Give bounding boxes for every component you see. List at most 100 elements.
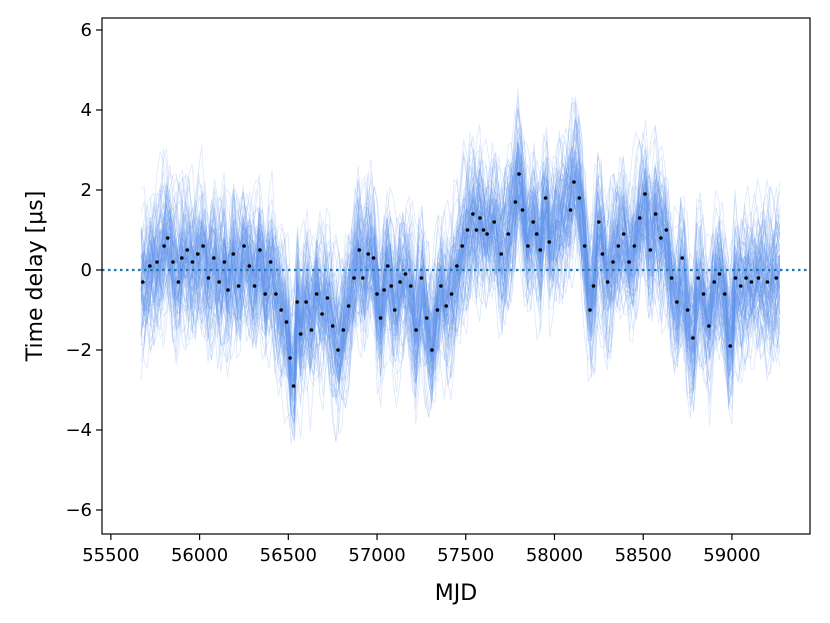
ensemble-line (140, 144, 781, 386)
data-point (366, 252, 371, 256)
data-point (577, 196, 582, 200)
x-tick-label: 55500 (82, 545, 139, 566)
ensemble-line (140, 134, 781, 376)
ensemble-line (140, 156, 781, 380)
data-point (398, 280, 402, 284)
data-point (382, 288, 386, 292)
data-point (148, 264, 152, 268)
ensemble-line (140, 129, 781, 408)
ensemble-line (140, 130, 781, 426)
ensemble-line (140, 129, 781, 411)
data-point (680, 256, 684, 260)
data-point (492, 220, 497, 224)
ensemble-line (140, 135, 781, 394)
data-point (774, 276, 779, 280)
ensemble-line (140, 124, 781, 423)
ensemble-line (140, 143, 781, 382)
ensemble-line (140, 160, 781, 369)
ensemble-line (140, 127, 781, 424)
data-point (685, 308, 690, 312)
x-tick-label: 56500 (260, 545, 317, 566)
data-point (357, 248, 362, 252)
data-point (478, 216, 482, 220)
data-point (664, 228, 669, 232)
x-tick-label: 58000 (526, 545, 583, 566)
ensemble-line (140, 116, 780, 397)
data-point (739, 284, 743, 288)
data-point (691, 336, 695, 340)
data-point (393, 308, 397, 312)
ensemble-line (140, 88, 781, 442)
ensemble-line (140, 145, 781, 403)
data-point (520, 208, 525, 212)
ensemble-line (140, 96, 781, 444)
ensemble-line (140, 141, 781, 398)
x-tick-label: 56000 (171, 545, 228, 566)
ensemble-line (140, 132, 781, 404)
data-point (185, 248, 189, 252)
data-point (717, 272, 722, 276)
ensemble-line (140, 96, 781, 395)
y-tick-label: 4 (81, 100, 92, 121)
ensemble-line (140, 154, 781, 368)
data-point (659, 236, 663, 240)
data-point (171, 260, 175, 264)
ensemble-line (140, 126, 780, 401)
data-point (409, 284, 413, 288)
data-point (621, 232, 626, 236)
ensemble-line (140, 168, 781, 363)
data-point (320, 312, 324, 316)
data-point (190, 260, 195, 264)
ensemble-line (140, 167, 781, 366)
data-point (481, 228, 486, 232)
data-point (258, 248, 262, 252)
ensemble-line (140, 164, 781, 359)
data-point (304, 300, 308, 304)
data-point (749, 280, 754, 284)
y-tick-label: 2 (81, 180, 92, 201)
ensemble-line (140, 170, 781, 410)
ensemble-line (140, 101, 781, 432)
ensemble-line (140, 181, 781, 365)
ensemble-line (140, 154, 781, 378)
ensemble-line (140, 174, 781, 377)
data-point (547, 240, 551, 244)
data-point (361, 276, 365, 280)
ensemble-line (140, 166, 780, 380)
ensemble-line (140, 165, 781, 378)
data-point (309, 328, 314, 332)
data-point (485, 232, 489, 236)
ensemble-line (140, 176, 780, 386)
data-point (534, 232, 539, 236)
ensemble-line (140, 156, 781, 416)
ensemble-line (140, 123, 781, 392)
ensemble-line (140, 137, 781, 384)
data-point (371, 256, 376, 260)
x-tick-label: 59000 (703, 545, 760, 566)
y-tick-label: 6 (81, 20, 92, 41)
data-point (155, 260, 159, 264)
data-point (444, 304, 449, 308)
data-point (474, 228, 479, 232)
ensemble-line (140, 135, 781, 391)
x-axis-title: MJD (435, 581, 477, 606)
ensemble-line (140, 188, 780, 384)
data-point (572, 180, 576, 184)
data-point (389, 284, 394, 288)
data-point (701, 292, 706, 296)
ensemble-line (140, 168, 781, 371)
data-point (274, 292, 278, 296)
data-point (543, 196, 548, 200)
data-point (346, 304, 351, 308)
data-point (600, 252, 605, 256)
data-point (465, 228, 470, 232)
x-tick-label: 57500 (437, 545, 494, 566)
data-point (591, 284, 596, 288)
ensemble-line (140, 150, 781, 398)
ensemble-line (140, 174, 781, 369)
data-point (430, 348, 434, 352)
data-point (648, 248, 653, 252)
ensemble-line (140, 127, 781, 401)
data-point (696, 276, 700, 280)
